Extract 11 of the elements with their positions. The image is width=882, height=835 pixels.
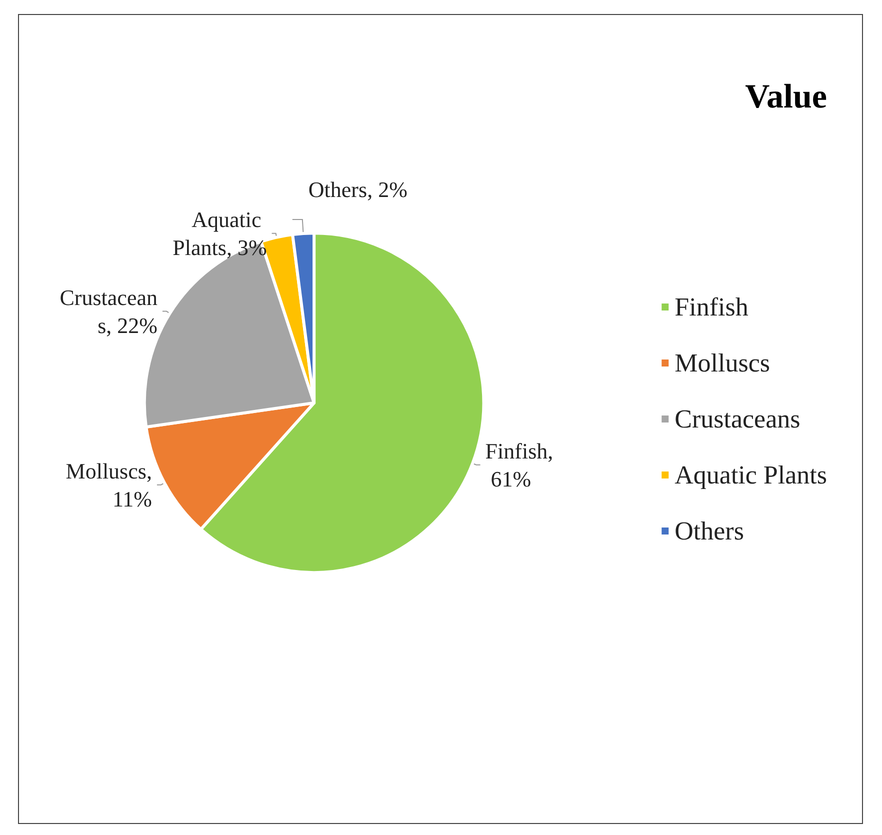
legend-label: Crustaceans <box>674 404 800 434</box>
chart-title: Value <box>745 78 828 116</box>
legend-label: Others <box>674 516 744 546</box>
data-label: Finfish, 61% <box>485 438 554 492</box>
data-label: Aquatic Plants, 3% <box>172 206 267 260</box>
data-label: Molluscs, 11% <box>66 458 152 512</box>
legend-label: Molluscs <box>674 348 770 378</box>
legend-label: Finfish <box>674 292 748 322</box>
data-label: Crustacean s, 22% <box>60 284 158 338</box>
data-label: Others, 2% <box>308 177 408 202</box>
legend-label: Aquatic Plants <box>674 460 828 490</box>
